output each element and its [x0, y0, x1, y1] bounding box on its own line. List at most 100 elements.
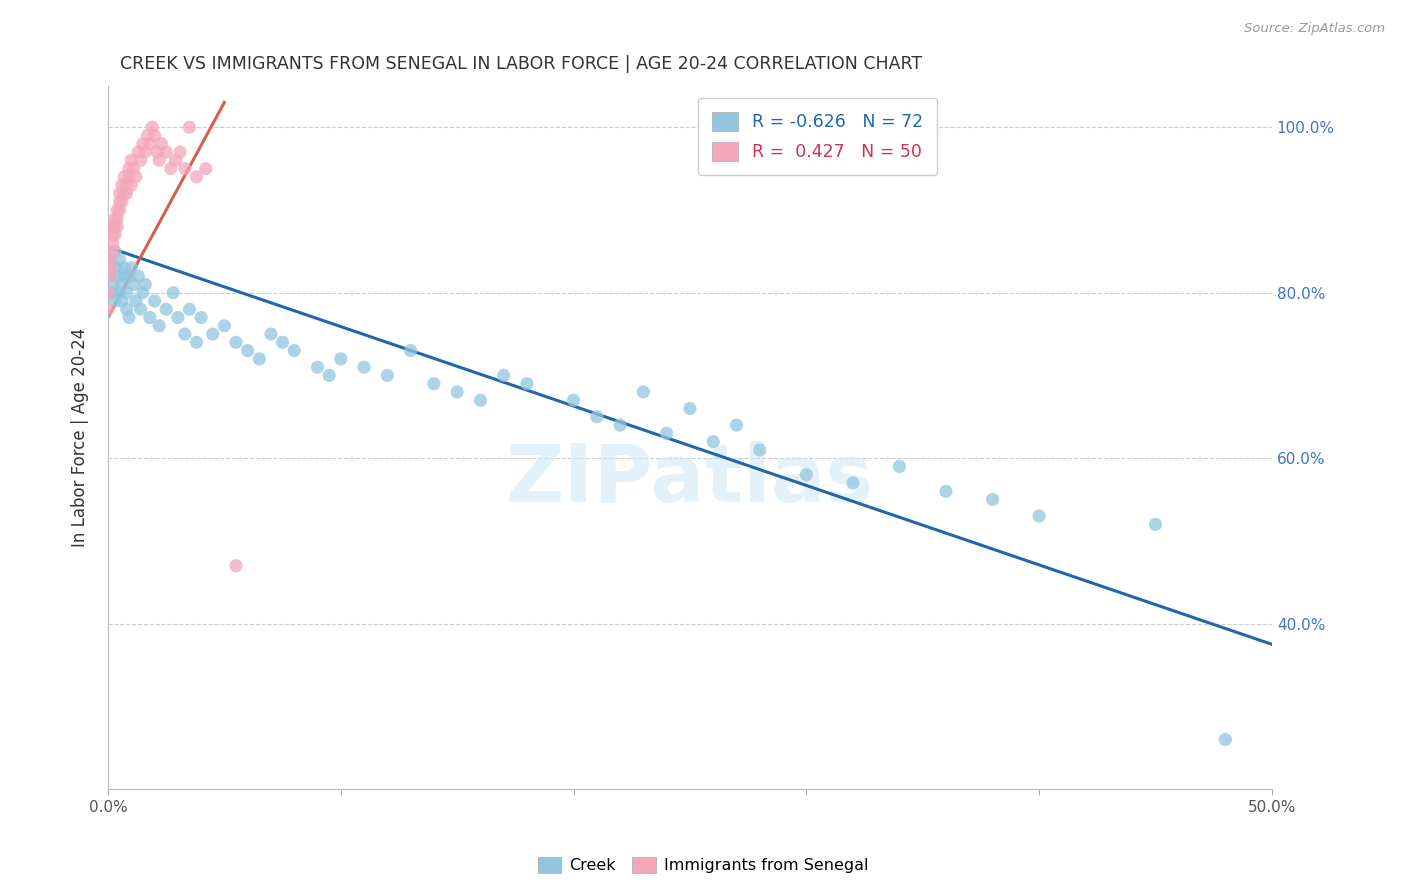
Point [143, 128, 166, 143]
Point [842, 475, 865, 490]
Point [97, 285, 120, 300]
Point [120, 153, 142, 168]
Point [139, 310, 162, 325]
Point [981, 492, 1004, 507]
Point [101, 235, 124, 250]
Point [679, 401, 702, 416]
Point [247, 351, 270, 366]
Point [1215, 732, 1237, 747]
Point [111, 194, 134, 209]
Point [166, 310, 188, 325]
Point [127, 269, 149, 284]
Point [97, 252, 120, 267]
Point [236, 343, 259, 358]
Point [375, 368, 398, 383]
Point [353, 360, 375, 375]
Point [516, 376, 538, 391]
Point [146, 145, 169, 159]
Point [179, 302, 201, 317]
Point [120, 178, 142, 193]
Point [108, 285, 131, 300]
Point [173, 326, 195, 341]
Point [283, 343, 305, 358]
Point [194, 161, 217, 176]
Legend: R = -0.626   N = 72, R =  0.427   N = 50: R = -0.626 N = 72, R = 0.427 N = 50 [699, 98, 938, 175]
Point [108, 186, 131, 201]
Point [101, 227, 124, 242]
Point [186, 335, 208, 350]
Point [129, 153, 152, 168]
Point [155, 302, 177, 317]
Point [104, 293, 127, 308]
Point [101, 244, 124, 259]
Point [169, 145, 191, 159]
Point [104, 211, 127, 226]
Text: CREEK VS IMMIGRANTS FROM SENEGAL IN LABOR FORCE | AGE 20-24 CORRELATION CHART: CREEK VS IMMIGRANTS FROM SENEGAL IN LABO… [120, 55, 922, 73]
Point [122, 161, 145, 176]
Point [112, 186, 135, 201]
Point [609, 418, 631, 433]
Point [585, 409, 607, 424]
Point [190, 310, 212, 325]
Point [104, 219, 127, 234]
Point [125, 169, 148, 184]
Point [492, 368, 515, 383]
Y-axis label: In Labor Force | Age 20-24: In Labor Force | Age 20-24 [72, 328, 89, 547]
Point [98, 260, 121, 275]
Point [470, 393, 492, 408]
Point [173, 161, 195, 176]
Point [399, 343, 422, 358]
Point [329, 351, 352, 366]
Point [108, 252, 131, 267]
Point [148, 153, 170, 168]
Point [889, 459, 911, 474]
Point [105, 211, 128, 226]
Point [108, 202, 131, 217]
Point [160, 161, 183, 176]
Point [423, 376, 446, 391]
Point [120, 260, 142, 275]
Point [112, 169, 135, 184]
Point [118, 169, 141, 184]
Point [143, 293, 166, 308]
Point [101, 277, 124, 292]
Point [307, 360, 329, 375]
Point [132, 136, 155, 151]
Point [132, 285, 155, 300]
Point [101, 219, 124, 234]
Point [105, 202, 128, 217]
Point [165, 153, 187, 168]
Point [655, 426, 678, 441]
Point [115, 186, 138, 201]
Point [271, 335, 294, 350]
Point [127, 145, 149, 159]
Point [111, 293, 134, 308]
Point [98, 260, 121, 275]
Point [225, 335, 247, 350]
Text: Source: ZipAtlas.com: Source: ZipAtlas.com [1244, 22, 1385, 36]
Point [108, 194, 131, 209]
Point [105, 260, 128, 275]
Point [101, 285, 124, 300]
Point [155, 145, 177, 159]
Text: ZIPatlas: ZIPatlas [506, 441, 875, 518]
Point [111, 277, 134, 292]
Point [112, 260, 135, 275]
Point [201, 326, 224, 341]
Point [105, 219, 128, 234]
Point [98, 269, 121, 284]
Point [122, 277, 145, 292]
Point [134, 145, 156, 159]
Point [225, 558, 247, 573]
Point [98, 252, 121, 267]
Point [162, 285, 184, 300]
Point [98, 269, 121, 284]
Point [214, 318, 236, 333]
Point [141, 120, 163, 135]
Point [148, 318, 170, 333]
Point [104, 244, 127, 259]
Point [318, 368, 340, 383]
Point [115, 285, 138, 300]
Point [1144, 517, 1167, 532]
Point [115, 302, 138, 317]
